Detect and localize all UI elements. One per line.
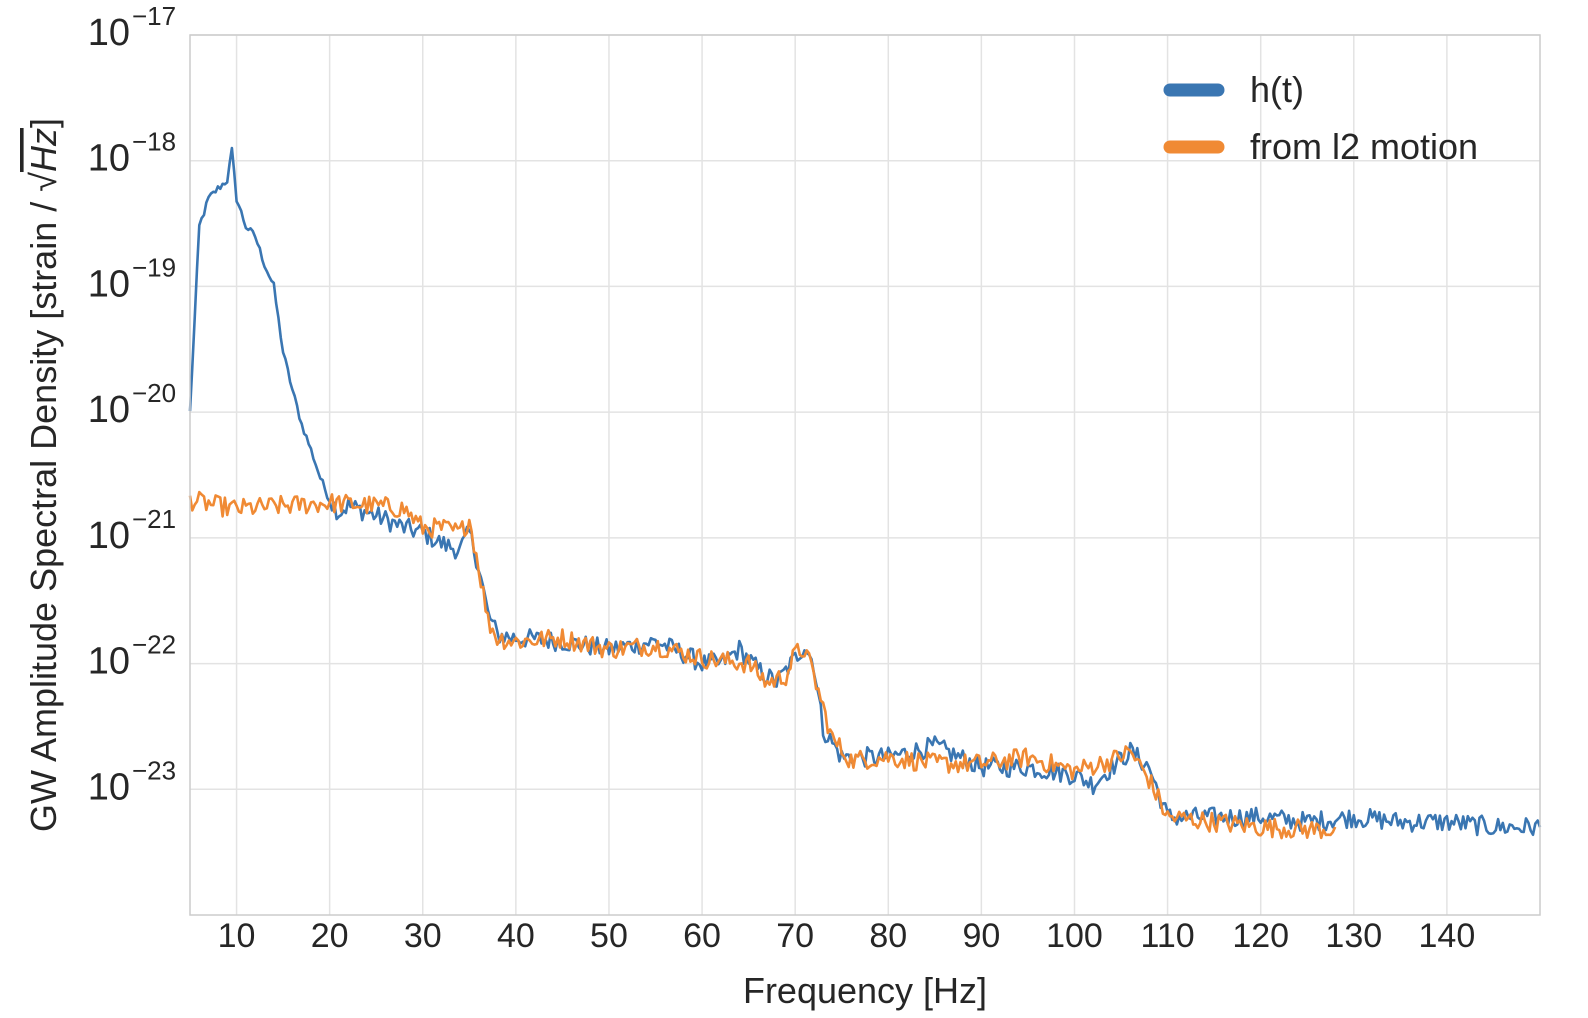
x-tick-label: 90 [962,917,1000,955]
y-tick-exponent: −18 [132,127,176,157]
series-layer [188,146,1542,840]
x-tick-label: 130 [1325,917,1382,955]
x-tick-label: 30 [404,917,442,955]
legend-label: from l2 motion [1250,126,1478,167]
y-axis-label: GW Amplitude Spectral Density [strain / … [23,118,64,832]
x-tick-label: 80 [869,917,907,955]
x-tick-labels: 10 20 30 40 50 60 70 80 90 100 110 120 130 140 [218,917,1476,955]
x-tick-label: 100 [1046,917,1103,955]
y-axis-label-radical: Hz [23,128,64,172]
y-tick-label: 10 [88,641,130,683]
y-tick-label: 10 [88,138,130,180]
plot-border [189,34,1541,916]
y-tick-exponent: −20 [132,378,176,408]
y-tick-label: 10 [88,12,130,54]
x-tick-label: 60 [683,917,721,955]
y-tick-exponent: −23 [132,755,176,785]
series-line-from-l2-motion [188,490,1337,840]
y-tick-exponent: −19 [132,252,176,282]
y-tick-label: 10 [88,389,130,431]
x-axis-label: Frequency [Hz] [743,970,987,1011]
y-tick-label: 10 [88,515,130,557]
y-axis-label-suffix: ] [23,118,64,128]
sqrt-sign: √ [23,172,64,192]
x-tick-label: 40 [497,917,535,955]
x-tick-label: 20 [311,917,349,955]
x-tick-label: 120 [1232,917,1289,955]
y-tick-label: 10 [88,263,130,305]
y-tick-exponent: −17 [132,1,176,31]
plot-area [190,35,1540,915]
y-tick-label: 10 [88,766,130,808]
x-tick-label: 110 [1140,917,1194,955]
legend: h(t) from l2 motion [1163,69,1478,167]
x-tick-label: 50 [590,917,628,955]
x-tick-label: 140 [1419,917,1476,955]
x-tick-label: 10 [218,917,256,955]
y-axis-label-prefix: GW Amplitude Spectral Density [strain / [23,192,64,832]
y-tick-exponent: −21 [132,504,176,534]
x-tick-label: 70 [776,917,814,955]
legend-label: h(t) [1250,69,1304,110]
series-line-h-t [188,146,1542,837]
y-tick-exponent: −22 [132,630,176,660]
